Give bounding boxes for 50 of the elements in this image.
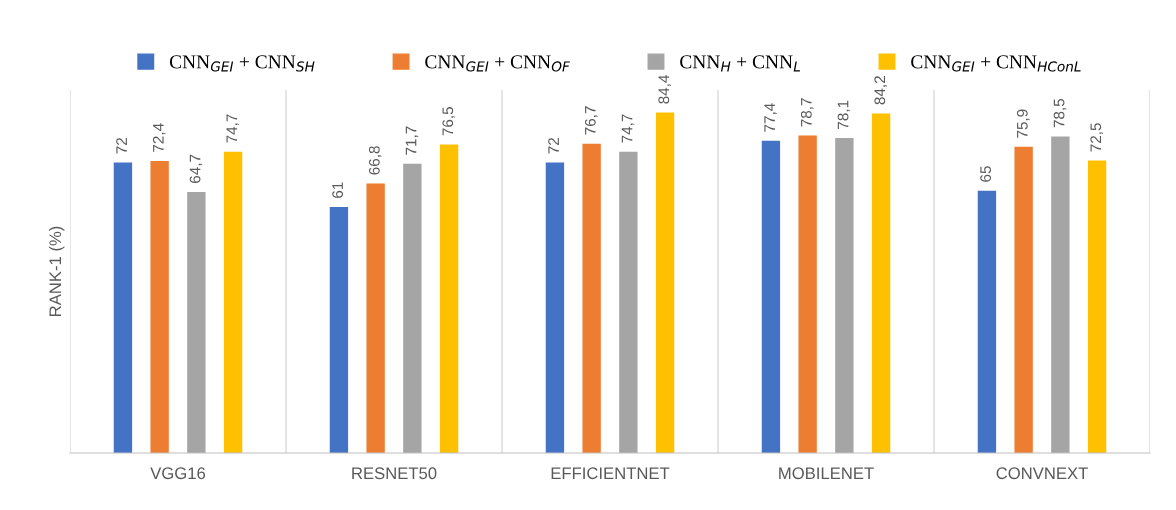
data-label: 76,7 [584, 106, 598, 135]
x-tick-label: CONVNEXT [996, 467, 1088, 480]
data-label: 66,8 [368, 146, 382, 175]
data-label: 61 [332, 182, 344, 198]
data-label: 76,5 [442, 107, 455, 136]
x-tick-label: VGG16 [150, 467, 206, 480]
bar [545, 162, 565, 453]
data-label: 72,4 [152, 123, 166, 152]
bar [1014, 146, 1033, 453]
bar [366, 183, 385, 453]
data-label: 84,2 [874, 76, 887, 105]
data-label: 64,7 [189, 154, 203, 183]
data-label: 78,1 [837, 100, 851, 129]
legend-label: CNN$_{GEI}$ + CNN$_{HConL}$ [911, 55, 1081, 72]
bar [977, 190, 997, 453]
y-axis-title: RANK-1 (%) [48, 226, 65, 316]
bar [798, 135, 817, 453]
legend-label: CNN$_{H}$ + CNN$_{L}$ [680, 55, 801, 72]
bar [835, 138, 854, 453]
bar [582, 143, 601, 453]
bar [619, 151, 638, 453]
bar [403, 163, 422, 453]
bar [1087, 160, 1107, 453]
data-label: 78,7 [800, 98, 814, 127]
legend-label: CNN$_{GEI}$ + CNN$_{SH}$ [169, 55, 315, 72]
bar [329, 206, 349, 453]
bar [439, 144, 459, 453]
bar [1051, 136, 1070, 453]
bar [150, 160, 169, 453]
x-tick-label: EFFICIENTNET [551, 467, 670, 480]
data-label: 74,7 [621, 114, 635, 143]
bar [187, 192, 206, 453]
bar [655, 112, 675, 453]
data-label: 65 [980, 166, 992, 182]
data-label: 75,9 [1016, 109, 1030, 138]
bar [223, 151, 243, 453]
data-label: 72 [548, 138, 559, 154]
data-label: 72,5 [1090, 123, 1103, 152]
data-label: 74,7 [226, 114, 239, 143]
x-tick-label: MOBILENET [779, 467, 874, 480]
data-label: 71,7 [405, 126, 419, 155]
bar [761, 140, 781, 453]
data-label: 77,4 [764, 103, 777, 132]
data-label: 84,4 [658, 74, 671, 104]
legend-label: CNN$_{GEI}$ + CNN$_{OF}$ [425, 55, 570, 72]
bar [871, 113, 891, 453]
bar [113, 162, 133, 453]
x-tick-label: RESNET50 [352, 467, 437, 480]
data-label: 72 [116, 138, 127, 154]
data-label: 78,5 [1053, 98, 1067, 128]
